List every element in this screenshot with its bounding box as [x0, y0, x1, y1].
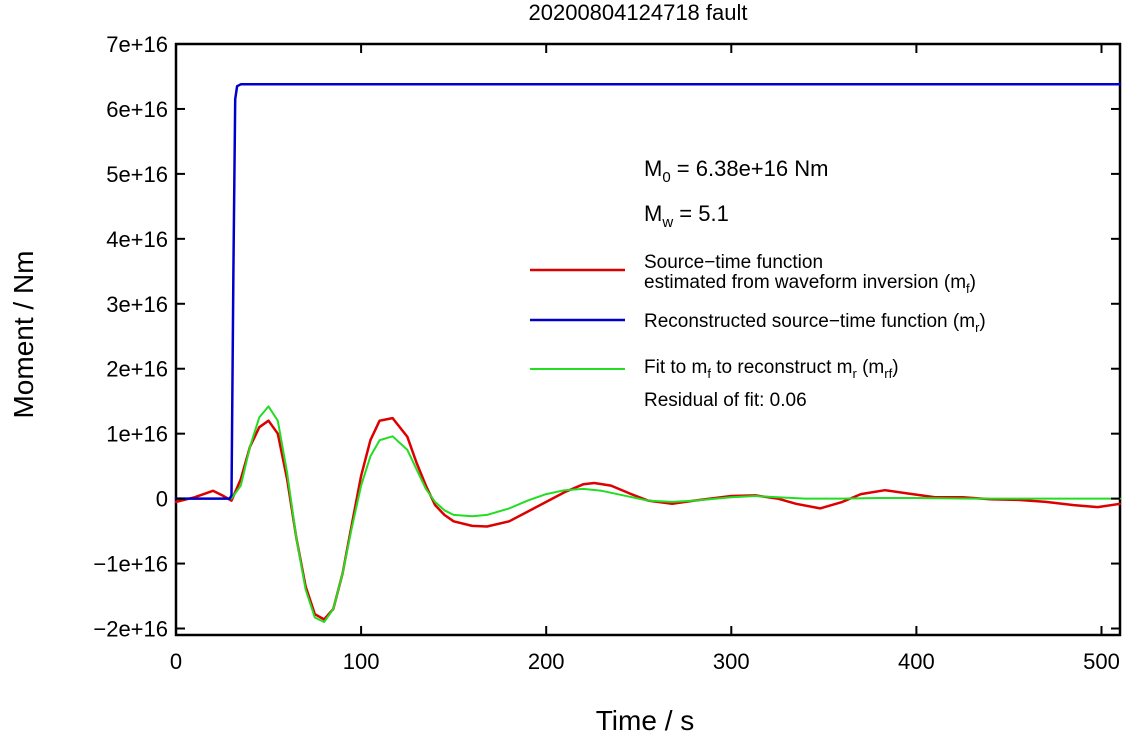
legend: Source−time function estimated from wave…	[530, 252, 986, 411]
y-tick-label-5: 3e+16	[106, 292, 168, 317]
x-tick-label-5: 500	[1083, 649, 1120, 674]
x-tick-label-4: 400	[898, 649, 935, 674]
legend-label-2-sub2: r	[852, 366, 857, 381]
legend-label-1-end: )	[979, 311, 985, 332]
mw-value: = 5.1	[673, 201, 729, 226]
m0-symbol: M	[644, 156, 662, 181]
plot-frame	[174, 42, 1122, 637]
chart-title: 20200804124718 fault	[529, 0, 748, 25]
mw-symbol: M	[644, 201, 662, 226]
series-line-fit	[175, 405, 1121, 623]
legend-label-2-end: )	[892, 357, 898, 378]
legend-label-2-mid2: (m	[857, 357, 884, 378]
m0-subscript: 0	[662, 169, 670, 186]
x-tick-label-3: 300	[713, 649, 750, 674]
y-axis-title: Moment / Nm	[8, 250, 39, 418]
x-tick-label-0: 0	[170, 649, 182, 674]
y-tick-label-7: 5e+16	[106, 162, 168, 187]
seismic-moment-annotation: M0 = 6.38e+16 Nm	[644, 156, 828, 186]
legend-label-2-mid: to reconstruct m	[711, 357, 853, 378]
legend-label-0-end: )	[970, 272, 976, 293]
y-tick-label-9: 7e+16	[106, 32, 168, 57]
legend-label-fit: Fit to mf to reconstruct mr (mrf)	[644, 357, 899, 381]
legend-label-source-time-function-line1: Source−time function	[644, 252, 823, 273]
legend-label-0-text: estimated from waveform inversion (m	[644, 272, 966, 293]
legend-label-2-text: Fit to m	[644, 357, 707, 378]
legend-label-0-sub: f	[966, 281, 970, 296]
series-line-source-time-function	[174, 416, 1122, 621]
legend-label-1-text: Reconstructed source−time function (m	[644, 311, 975, 332]
y-tick-label-4: 2e+16	[106, 357, 168, 382]
y-tick-label-0: −2e+16	[93, 617, 168, 642]
x-axis: 0 100 200 300 400 500	[170, 44, 1120, 674]
x-axis-title: Time / s	[596, 705, 695, 736]
m0-value: = 6.38e+16 Nm	[671, 156, 829, 181]
y-tick-label-8: 6e+16	[106, 97, 168, 122]
residual-annotation: Residual of fit: 0.06	[644, 390, 807, 411]
plot-area	[174, 42, 1122, 637]
y-tick-label-2: 0	[156, 487, 168, 512]
series-layer	[174, 83, 1122, 623]
legend-label-1-sub: r	[975, 320, 980, 335]
mw-subscript: w	[661, 214, 673, 231]
legend-label-2-sub3: rf	[884, 366, 892, 381]
legend-label-source-time-function-line2: estimated from waveform inversion (mf)	[644, 272, 976, 296]
y-axis: −2e+16 −1e+16 0 1e+16 2e+16 3e+16 4e+16 5e+16 6e…	[93, 32, 1120, 642]
y-tick-label-3: 1e+16	[106, 422, 168, 447]
x-tick-label-1: 100	[343, 649, 380, 674]
series-line-reconstructed-stf	[174, 83, 1122, 500]
legend-label-reconstructed-stf: Reconstructed source−time function (mr)	[644, 311, 986, 335]
x-tick-label-2: 200	[528, 649, 565, 674]
legend-label-2-sub: f	[707, 366, 711, 381]
y-tick-label-6: 4e+16	[106, 227, 168, 252]
moment-magnitude-annotation: Mw = 5.1	[644, 201, 729, 231]
y-tick-label-1: −1e+16	[93, 552, 168, 577]
